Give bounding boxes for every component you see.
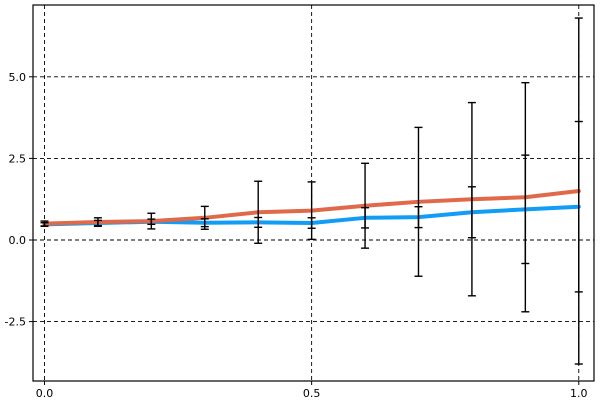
x-tick-label: 0.0 <box>36 387 54 400</box>
axis-ticks <box>29 76 580 385</box>
y-tick-label: 5.0 <box>9 71 27 84</box>
series-blue-errorbars <box>40 120 583 293</box>
plot-border <box>32 4 595 382</box>
y-tick-label: -2.5 <box>5 316 26 329</box>
y-tick-label: 0.0 <box>9 234 27 247</box>
gridlines <box>33 5 594 381</box>
tick-labels: 5.0 2.5 0.0 -2.5 0.0 0.5 1.0 <box>5 71 588 400</box>
y-tick-label: 2.5 <box>9 152 27 165</box>
x-tick-label: 0.5 <box>303 387 321 400</box>
x-tick-label: 1.0 <box>570 387 588 400</box>
